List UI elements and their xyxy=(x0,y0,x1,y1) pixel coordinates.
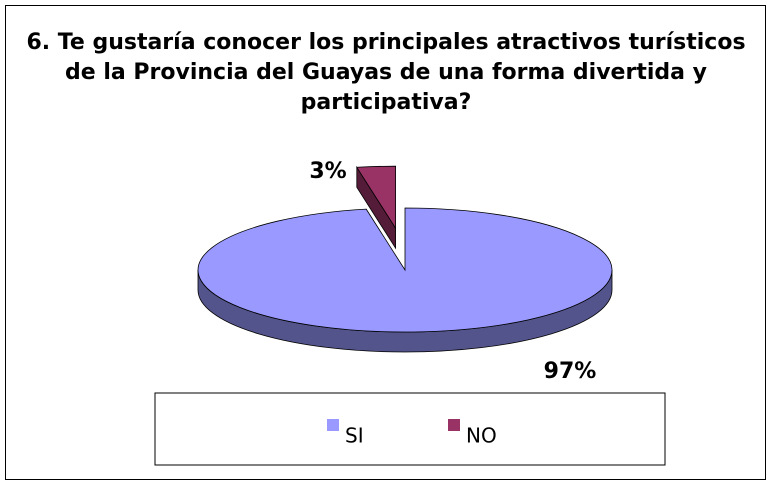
chart-title: 6. Te gustaría conocer los principales a… xyxy=(26,30,746,115)
slice-top xyxy=(356,165,396,230)
pie-slice xyxy=(356,165,396,250)
data-label: 3% xyxy=(309,159,346,184)
legend-box xyxy=(154,392,666,466)
pie-slice xyxy=(197,207,613,353)
data-label: 97% xyxy=(544,359,597,384)
legend-swatch xyxy=(327,419,339,431)
slice-top xyxy=(197,207,613,333)
legend-label: SI xyxy=(345,424,364,448)
legend-label: NO xyxy=(466,424,497,448)
legend-swatch xyxy=(448,419,460,431)
chart-frame xyxy=(5,5,766,480)
